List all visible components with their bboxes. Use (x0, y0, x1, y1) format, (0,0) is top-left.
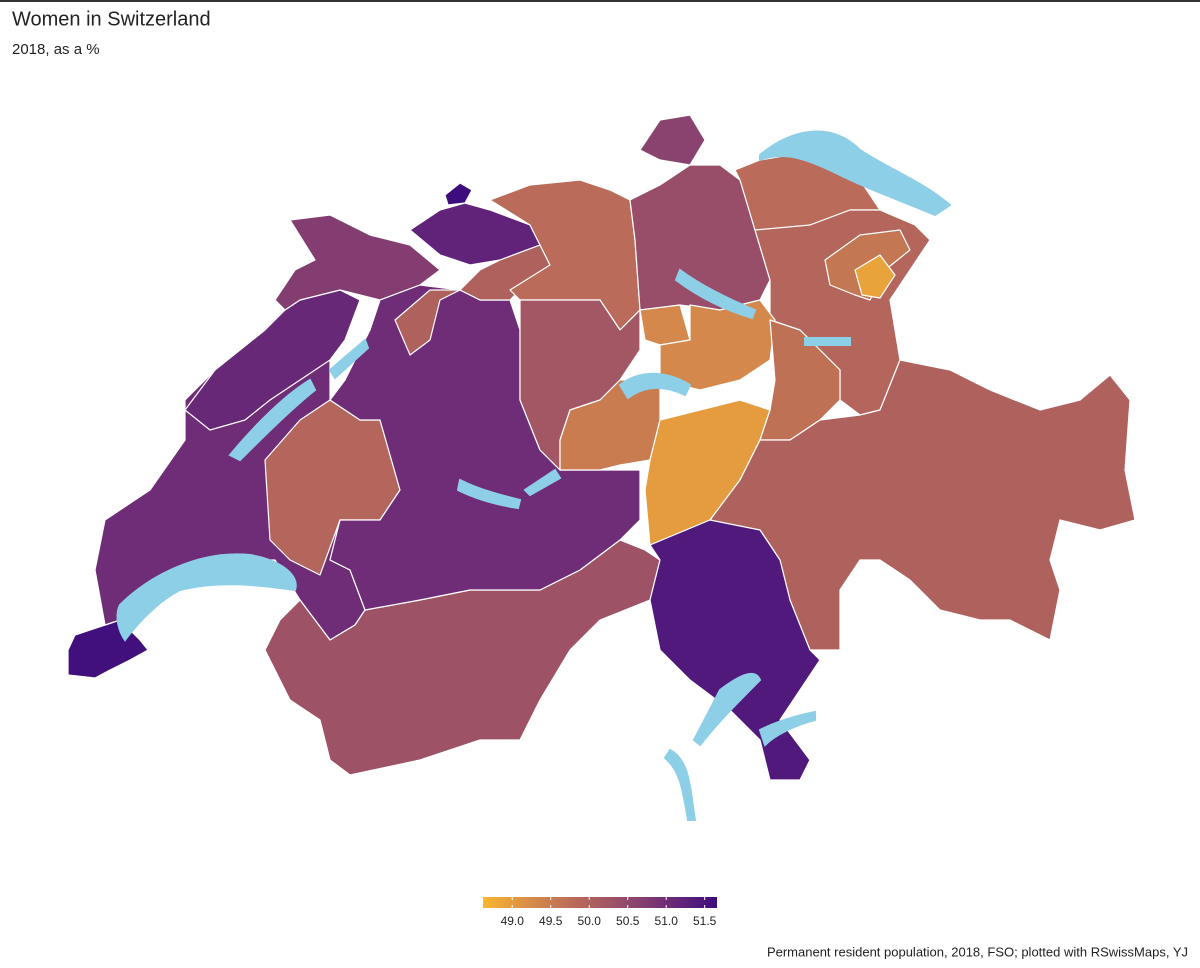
canton (854, 254, 896, 299)
canton (639, 114, 706, 166)
legend-tick-label: 50.0 (578, 914, 602, 928)
canton (444, 182, 473, 206)
canton (649, 519, 821, 781)
lake (674, 268, 757, 320)
canton (639, 304, 691, 346)
lake (663, 672, 762, 821)
cantons (67, 114, 1136, 781)
chart-subtitle: 2018, as a % (12, 41, 100, 58)
legend-tick-label: 49.5 (539, 914, 563, 928)
lake (116, 553, 297, 642)
lake (328, 338, 370, 380)
legend-tick-label: 50.5 (616, 914, 640, 928)
caption: Permanent resident population, 2018, FSO… (767, 944, 1188, 959)
canton (709, 359, 1136, 651)
colorbar (483, 897, 717, 908)
canton (274, 214, 441, 311)
lake (759, 130, 952, 217)
canton (659, 299, 776, 391)
legend-tick-label: 49.0 (501, 914, 525, 928)
canton (67, 619, 149, 679)
legend-tick-label: 51.0 (655, 914, 679, 928)
lake (804, 337, 851, 346)
lake (228, 378, 317, 462)
legend-tick-label: 51.5 (693, 914, 717, 928)
lake (618, 372, 692, 400)
lake (456, 478, 522, 510)
canton (184, 289, 361, 431)
chart-title: Women in Switzerland (12, 8, 211, 30)
lake (523, 468, 562, 497)
lake (758, 710, 816, 747)
canton (329, 284, 641, 611)
